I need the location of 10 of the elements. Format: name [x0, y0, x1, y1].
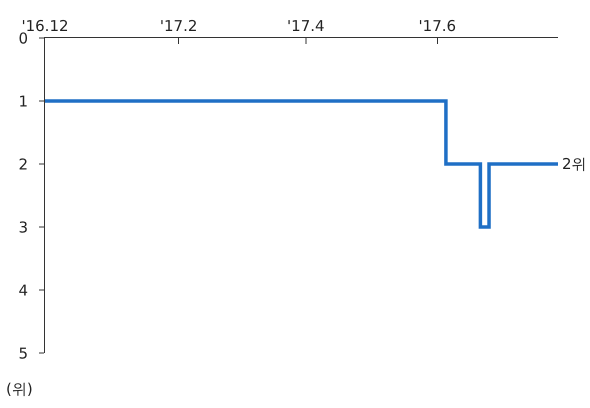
y-tick-label: 4 [18, 281, 28, 300]
x-tick-label: '17.6 [418, 17, 456, 35]
x-tick-label: '17.4 [287, 17, 325, 35]
x-tick-label: '17.2 [160, 17, 198, 35]
annotation: 2위 [562, 155, 587, 173]
y-axis-title: (위) [6, 380, 33, 398]
y-tick-label: 2 [18, 155, 28, 174]
y-tick-label: 1 [18, 92, 28, 110]
y-tick-label: 3 [18, 218, 28, 236]
y-tick-label: 5 [18, 344, 28, 362]
